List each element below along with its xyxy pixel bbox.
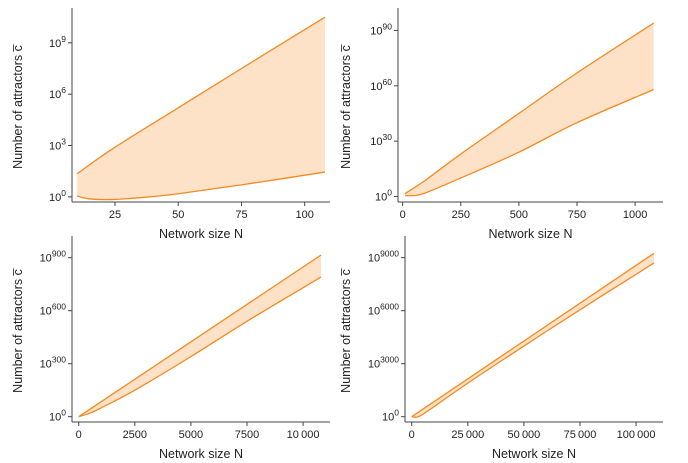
x-tick-label: 5000 — [179, 429, 203, 441]
x-tick-label: 1000 — [623, 209, 647, 221]
y-tick-base: 10 — [49, 89, 61, 101]
y-tick-label: 10900 — [40, 249, 67, 265]
x-tick-label: 750 — [568, 209, 586, 221]
x-axis-label: Network size N — [488, 227, 572, 241]
x-tick-label: 0 — [76, 429, 82, 441]
y-tick-base: 10 — [40, 359, 52, 371]
y-tick-base: 10 — [49, 412, 61, 424]
y-tick-label: 1030 — [370, 132, 392, 148]
chart-panel-3: 0 2500 5000 7500 10 000100103001060010900Net… — [11, 236, 330, 461]
y-tick-base: 10 — [368, 359, 380, 371]
y-tick-exponent: 60 — [383, 77, 393, 87]
lower-bound-line — [76, 171, 326, 201]
y-tick-exponent: 0 — [387, 187, 392, 197]
x-tick-label: 100 000 — [617, 429, 656, 441]
y-tick-base: 10 — [382, 412, 394, 424]
y-tick-base: 10 — [49, 141, 61, 153]
y-axis-label: Number of attractors c̅ — [11, 44, 25, 169]
x-tick-label: 2500 — [123, 429, 147, 441]
y-axis-label: Number of attractors c̅ — [339, 44, 353, 169]
y-tick-base: 10 — [370, 25, 382, 37]
lower-bound-line — [411, 262, 655, 418]
y-tick-label: 100 — [49, 408, 66, 424]
x-tick-label: 75 — [235, 209, 247, 221]
y-tick-label: 106 — [49, 85, 66, 101]
y-tick-label: 103 — [49, 137, 66, 153]
x-tick-label: 500 — [510, 209, 528, 221]
x-tick-label: 100 — [296, 209, 314, 221]
x-axis-label: Network size N — [492, 447, 576, 461]
y-tick-exponent: 6 — [61, 85, 66, 95]
y-tick-exponent: 0 — [61, 408, 66, 418]
y-tick-base: 10 — [375, 191, 387, 203]
lower-bound-line — [78, 276, 322, 418]
chart-panel-4: 0 25 000 50 000 75 000 100 00010010300010600… — [339, 236, 663, 461]
y-tick-label: 109 — [49, 34, 66, 50]
y-tick-label: 100 — [382, 408, 399, 424]
band-fill — [404, 23, 654, 196]
upper-bound-line — [76, 16, 326, 175]
x-tick-label: 50 000 — [508, 429, 541, 441]
upper-bound-line — [411, 252, 655, 418]
y-tick-base: 10 — [370, 81, 382, 93]
x-axis-label: Network size N — [159, 227, 243, 241]
y-axis-label: Number of attractors c̅ — [11, 268, 25, 393]
y-tick-label: 1090 — [370, 21, 392, 37]
y-tick-exponent: 6000 — [380, 302, 399, 312]
y-tick-base: 10 — [368, 253, 380, 265]
y-tick-base: 10 — [49, 192, 61, 204]
y-axis-label: Number of attractors c̅ — [339, 268, 353, 393]
y-tick-label: 106000 — [368, 302, 399, 318]
y-tick-label: 109000 — [368, 249, 399, 265]
y-tick-label: 100 — [375, 187, 392, 203]
y-tick-base: 10 — [368, 306, 380, 318]
y-tick-label: 100 — [49, 188, 66, 204]
y-tick-exponent: 300 — [52, 355, 66, 365]
y-tick-exponent: 9000 — [380, 249, 399, 259]
y-tick-base: 10 — [370, 136, 382, 148]
y-tick-exponent: 600 — [52, 302, 66, 312]
x-tick-label: 75 000 — [564, 429, 597, 441]
y-tick-exponent: 3000 — [380, 355, 399, 365]
y-tick-label: 1060 — [370, 77, 392, 93]
y-tick-exponent: 30 — [383, 132, 393, 142]
y-tick-label: 10300 — [40, 355, 67, 371]
y-tick-exponent: 9 — [61, 34, 66, 44]
upper-bound-line — [404, 22, 655, 195]
lower-bound-line — [404, 88, 654, 197]
x-tick-label: 0 — [409, 429, 415, 441]
x-tick-label: 25 000 — [451, 429, 484, 441]
y-tick-exponent: 0 — [61, 188, 66, 198]
band-fill — [77, 17, 325, 200]
y-tick-base: 10 — [49, 38, 61, 50]
y-tick-exponent: 900 — [52, 249, 66, 259]
x-tick-label: 0 — [400, 209, 406, 221]
y-tick-exponent: 0 — [394, 408, 399, 418]
y-tick-base: 10 — [40, 253, 52, 265]
x-tick-label: 50 — [172, 209, 184, 221]
y-tick-exponent: 3 — [61, 137, 66, 147]
x-tick-label: 7500 — [235, 429, 259, 441]
upper-bound-line — [78, 254, 322, 418]
x-tick-label: 25 — [109, 209, 121, 221]
y-tick-label: 10600 — [40, 302, 67, 318]
y-tick-label: 103000 — [368, 355, 399, 371]
x-tick-label: 10 000 — [287, 429, 320, 441]
x-axis-label: Network size N — [159, 447, 243, 461]
y-tick-base: 10 — [40, 306, 52, 318]
x-tick-label: 250 — [452, 209, 470, 221]
y-tick-exponent: 90 — [383, 21, 393, 31]
